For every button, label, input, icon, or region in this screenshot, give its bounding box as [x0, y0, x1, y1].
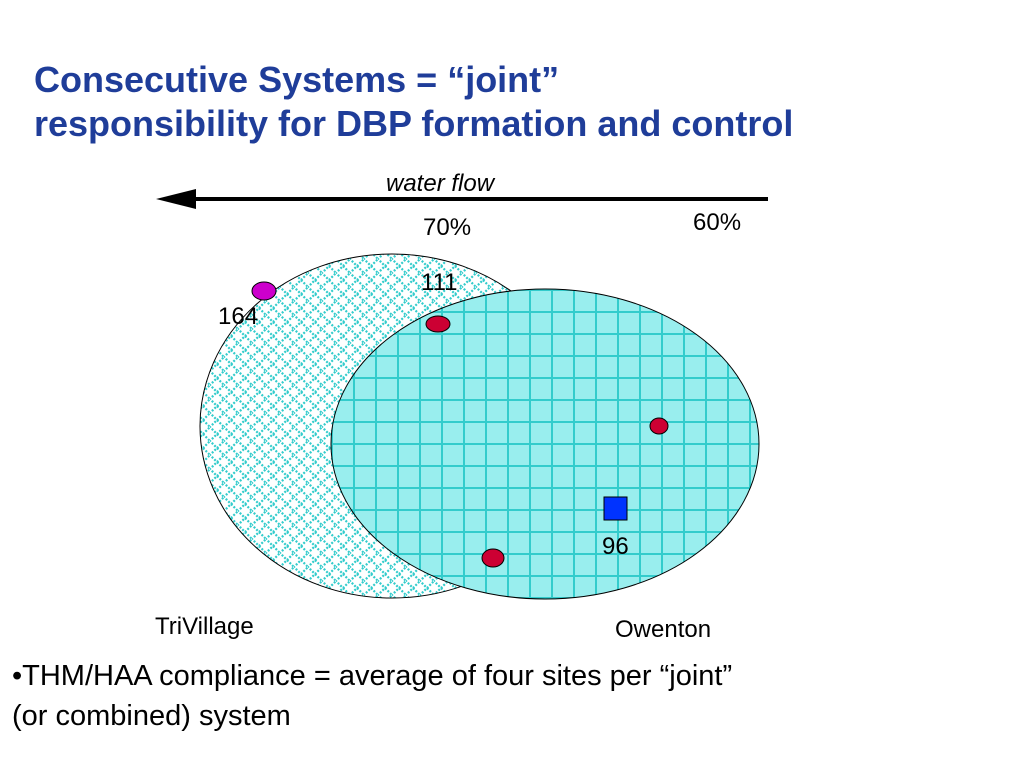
site-value-111: 111: [421, 269, 458, 296]
site-marker-purple: [251, 281, 277, 301]
water-flow-label: water flow: [386, 170, 495, 197]
site-marker-red: [481, 548, 505, 568]
water-flow-arrowhead-icon: [156, 189, 196, 209]
owenton-label: Owenton: [615, 616, 712, 643]
site-marker-red: [425, 315, 451, 333]
slide-title: Consecutive Systems = “joint” responsibi…: [34, 58, 994, 146]
trivillage-label: TriVillage: [155, 613, 254, 640]
bullet-text: •THM/HAA compliance = average of four si…: [12, 656, 972, 736]
percent-left-label: 70%: [423, 214, 472, 241]
bullet-line-2: (or combined) system: [12, 700, 291, 732]
site-value-96: 96: [602, 533, 629, 560]
title-line-1: Consecutive Systems = “joint”: [34, 59, 560, 100]
site-marker-blue-square: [603, 496, 628, 521]
percent-right-label: 60%: [693, 209, 742, 236]
title-line-2: responsibility for DBP formation and con…: [34, 103, 794, 144]
site-marker-red: [649, 417, 669, 435]
bullet-line-1: •THM/HAA compliance = average of four si…: [12, 660, 733, 692]
owenton-ellipse: [330, 288, 760, 600]
site-value-164: 164: [218, 303, 259, 330]
